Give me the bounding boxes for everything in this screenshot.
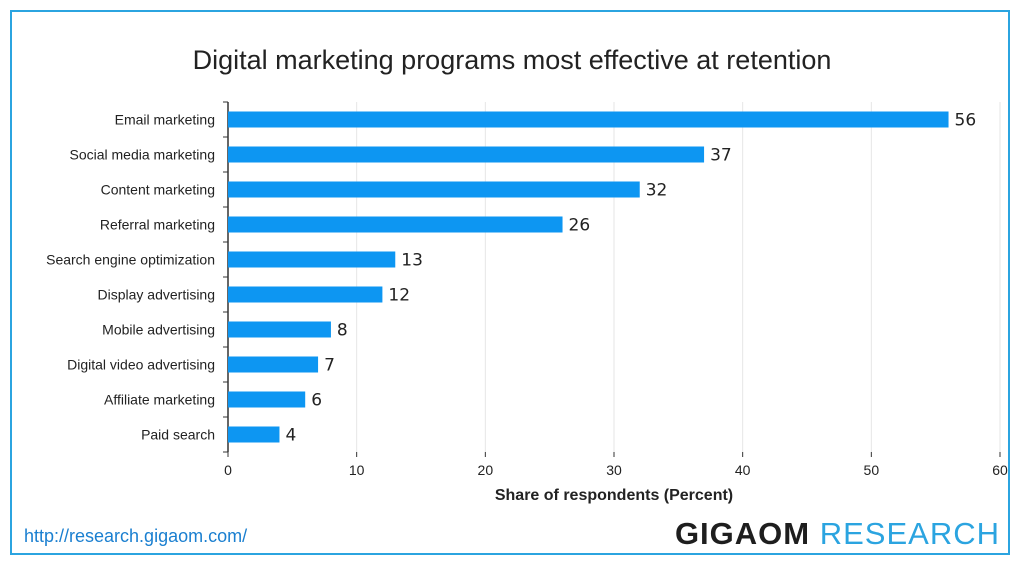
category-label: Social media marketing bbox=[69, 147, 215, 163]
logo-gigaom: GIGAOM bbox=[674, 516, 811, 551]
value-label: 37 bbox=[710, 146, 732, 166]
x-tick-label: 50 bbox=[864, 462, 880, 478]
value-label: 4 bbox=[285, 426, 296, 446]
bar bbox=[228, 286, 383, 303]
bar bbox=[228, 356, 319, 373]
x-tick-label: 40 bbox=[735, 462, 751, 478]
x-tick-label: 20 bbox=[478, 462, 494, 478]
category-label: Affiliate marketing bbox=[104, 392, 215, 408]
value-label: 13 bbox=[401, 251, 423, 271]
category-label: Email marketing bbox=[115, 112, 215, 128]
value-label: 12 bbox=[388, 286, 410, 306]
value-label: 56 bbox=[955, 111, 977, 131]
value-label: 6 bbox=[311, 391, 322, 411]
value-label: 26 bbox=[569, 216, 591, 236]
category-label: Mobile advertising bbox=[102, 322, 215, 338]
category-label: Referral marketing bbox=[100, 217, 215, 233]
research-url-link[interactable]: http://research.gigaom.com/ bbox=[24, 526, 248, 546]
bar bbox=[228, 181, 640, 198]
x-tick-label: 60 bbox=[992, 462, 1008, 478]
bar bbox=[228, 146, 705, 163]
category-label: Digital video advertising bbox=[67, 357, 215, 373]
x-tick-label: 30 bbox=[606, 462, 622, 478]
bar bbox=[228, 251, 396, 268]
value-label: 32 bbox=[646, 181, 668, 201]
bar bbox=[228, 391, 306, 408]
category-label: Search engine optimization bbox=[46, 252, 215, 268]
category-label: Display advertising bbox=[98, 287, 216, 303]
x-axis-label: Share of respondents (Percent) bbox=[495, 487, 733, 504]
bar bbox=[228, 111, 949, 128]
value-label: 7 bbox=[324, 356, 335, 376]
x-tick-label: 10 bbox=[349, 462, 365, 478]
chart-frame bbox=[10, 10, 1010, 555]
logo-research: RESEARCH bbox=[819, 516, 1000, 551]
value-label: 8 bbox=[337, 321, 348, 341]
bar bbox=[228, 426, 280, 443]
chart-title: Digital marketing programs most effectiv… bbox=[192, 45, 832, 75]
gigaom-research-logo: GIGAOM RESEARCH bbox=[675, 516, 1000, 552]
category-label: Paid search bbox=[141, 427, 215, 443]
bar bbox=[228, 216, 563, 233]
x-tick-label: 0 bbox=[224, 462, 232, 478]
bar bbox=[228, 321, 331, 338]
category-label: Content marketing bbox=[101, 182, 215, 198]
